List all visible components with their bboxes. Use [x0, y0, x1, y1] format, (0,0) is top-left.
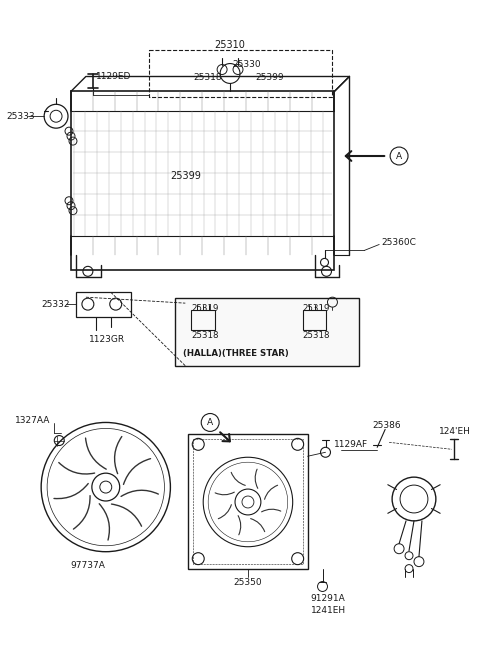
- Bar: [71, 91, 335, 270]
- Bar: [148, 50, 333, 97]
- Text: A: A: [396, 152, 402, 160]
- Text: 25310: 25310: [215, 39, 245, 50]
- Text: 25318: 25318: [192, 332, 219, 340]
- Text: 25318: 25318: [302, 332, 330, 340]
- Text: 25360C: 25360C: [381, 238, 416, 247]
- Text: 91291A: 91291A: [311, 594, 345, 603]
- Text: 25319: 25319: [192, 304, 219, 313]
- Bar: [76, 292, 131, 317]
- Text: 97737A: 97737A: [71, 561, 105, 570]
- Text: 25333: 25333: [6, 112, 35, 121]
- Text: 1241EH: 1241EH: [311, 606, 346, 615]
- Text: 25399: 25399: [255, 73, 284, 82]
- Text: 25330: 25330: [232, 60, 261, 69]
- Text: 1123GR: 1123GR: [89, 336, 125, 344]
- Text: 1129AF: 1129AF: [334, 440, 368, 449]
- Text: 25319: 25319: [302, 304, 330, 313]
- Bar: [175, 298, 360, 366]
- Bar: [302, 310, 326, 330]
- Bar: [193, 440, 302, 564]
- Bar: [188, 434, 308, 568]
- Text: 124'EH: 124'EH: [439, 427, 471, 436]
- Text: 25318: 25318: [193, 73, 222, 82]
- Text: 1327AA: 1327AA: [14, 416, 50, 425]
- Bar: [192, 310, 215, 330]
- Text: 25332: 25332: [41, 300, 70, 309]
- Text: 1129ED: 1129ED: [96, 72, 131, 81]
- Text: 25350: 25350: [234, 578, 262, 587]
- Text: A: A: [207, 418, 213, 427]
- Text: (HALLA)(THREE STAR): (HALLA)(THREE STAR): [183, 350, 289, 358]
- Text: 25399: 25399: [170, 171, 201, 181]
- Text: 25386: 25386: [372, 421, 401, 430]
